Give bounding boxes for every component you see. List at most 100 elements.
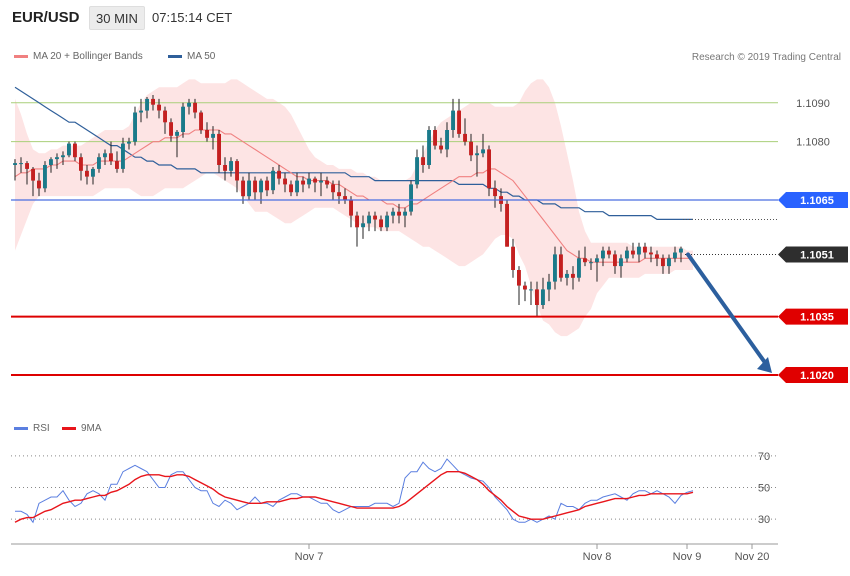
candle <box>103 149 107 165</box>
candle-body <box>319 180 323 183</box>
candle <box>649 246 653 263</box>
candle-body <box>367 215 371 224</box>
candle <box>421 145 425 173</box>
candle <box>157 98 161 119</box>
candle <box>127 137 131 150</box>
candle-body <box>43 165 47 189</box>
candle-body <box>241 180 245 197</box>
candle <box>235 159 239 193</box>
candle <box>265 176 269 197</box>
candle-body <box>511 246 515 270</box>
candle <box>481 133 485 158</box>
candle <box>355 211 359 247</box>
candle <box>601 246 605 267</box>
candle-body <box>37 180 41 189</box>
candle <box>241 176 245 204</box>
candle <box>121 137 125 173</box>
candle-body <box>331 184 335 193</box>
candle-body <box>79 157 83 171</box>
legend-rsi-swatch <box>14 427 28 430</box>
candle <box>673 246 677 263</box>
candle <box>31 166 35 197</box>
candle <box>457 98 461 138</box>
bollinger-band-fill <box>15 79 693 337</box>
price-levels <box>11 199 778 376</box>
legend-9ma-label: 9MA <box>81 423 102 434</box>
price-tag-1.1035: 1.1035 <box>778 308 848 325</box>
candle <box>577 250 581 282</box>
candle <box>367 211 371 232</box>
candle <box>361 215 365 239</box>
candle <box>451 98 455 138</box>
timeframe-selector[interactable]: 30 MIN <box>89 6 145 30</box>
legend-9ma: 9MA <box>62 423 102 434</box>
candle <box>661 254 665 274</box>
candle-body <box>289 184 293 193</box>
candle-body <box>217 133 221 165</box>
candle <box>343 188 347 204</box>
candle <box>151 95 155 111</box>
candle-body <box>409 184 413 212</box>
rsi-tick-label: 30 <box>758 514 770 526</box>
bollinger-band <box>15 79 693 337</box>
candle-body <box>181 106 185 132</box>
price-tag-text: 1.1051 <box>800 249 834 261</box>
candle <box>289 180 293 197</box>
candle <box>445 122 449 158</box>
candle-body <box>379 219 383 228</box>
price-tag-bg <box>778 367 848 383</box>
candle <box>139 98 143 123</box>
candle <box>193 98 197 119</box>
candle <box>415 149 419 189</box>
x-tick-label: Nov 8 <box>583 551 612 563</box>
candle-body <box>163 110 167 123</box>
legend-ma20: MA 20 + Bollinger Bands <box>14 51 143 62</box>
candle-body <box>211 133 215 138</box>
candle <box>247 172 251 200</box>
candle <box>571 266 575 290</box>
candle-body <box>115 161 119 169</box>
candle <box>439 137 443 154</box>
forecast-arrow-head <box>757 357 772 373</box>
candle-body <box>451 110 455 130</box>
price-tag-bg <box>778 246 848 263</box>
ma50-line <box>14 86 693 220</box>
candle <box>199 110 203 134</box>
candle-body <box>577 258 581 278</box>
candle-body <box>427 130 431 165</box>
candle <box>559 246 563 282</box>
candle-body <box>643 246 647 253</box>
candle-body <box>667 258 671 267</box>
candlesticks <box>13 95 683 317</box>
candle <box>565 270 569 286</box>
candle-body <box>619 258 623 267</box>
candle <box>331 180 335 200</box>
candle-body <box>673 252 677 259</box>
candle-body <box>469 141 473 156</box>
candle <box>79 153 83 181</box>
candle-body <box>661 258 665 267</box>
candle <box>133 106 137 146</box>
candle <box>493 180 497 208</box>
candle-body <box>301 180 305 185</box>
candle <box>613 250 617 274</box>
candle <box>463 118 467 146</box>
candle <box>547 273 551 302</box>
legend-ma50-swatch <box>168 55 182 58</box>
candle-body <box>517 270 521 286</box>
candle-body <box>625 250 629 259</box>
candle-body <box>487 149 491 189</box>
candle-body <box>583 258 587 263</box>
candle <box>427 126 431 169</box>
candle-body <box>121 143 125 169</box>
candle-body <box>187 102 191 107</box>
candle-body <box>349 200 353 216</box>
candle-body <box>613 254 617 267</box>
candle-body <box>475 153 479 156</box>
candle-body <box>445 130 449 150</box>
candle <box>313 176 317 193</box>
candle-body <box>325 180 329 185</box>
candle-body <box>373 215 377 220</box>
candle <box>529 281 533 305</box>
